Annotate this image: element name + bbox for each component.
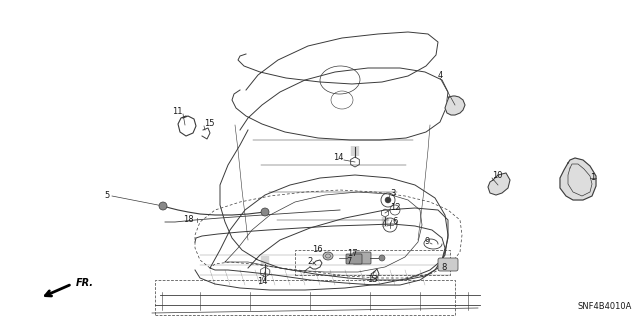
Text: 1: 1 [590, 174, 595, 182]
Text: 8: 8 [442, 263, 447, 272]
Bar [295, 250, 450, 275]
FancyBboxPatch shape [438, 258, 458, 271]
Bar [155, 280, 455, 315]
Ellipse shape [323, 252, 333, 260]
Text: 14: 14 [257, 278, 268, 286]
Text: 11: 11 [173, 108, 183, 116]
Text: 12: 12 [390, 204, 401, 212]
Text: 14: 14 [333, 153, 344, 162]
Text: 3: 3 [390, 189, 396, 197]
Text: 4: 4 [437, 71, 443, 80]
FancyBboxPatch shape [353, 252, 371, 264]
Text: FR.: FR. [76, 278, 94, 288]
Text: 7: 7 [347, 257, 352, 266]
Circle shape [379, 255, 385, 261]
Text: SNF4B4010A: SNF4B4010A [578, 302, 632, 311]
Circle shape [261, 208, 269, 216]
Polygon shape [445, 96, 465, 115]
Text: 17: 17 [348, 249, 358, 257]
Text: 5: 5 [105, 191, 110, 201]
Text: 2: 2 [308, 257, 313, 266]
Text: 9: 9 [425, 236, 430, 246]
Text: 16: 16 [312, 246, 323, 255]
Text: 6: 6 [392, 218, 397, 226]
Polygon shape [560, 158, 596, 200]
Text: 15: 15 [204, 120, 214, 129]
Text: 18: 18 [184, 216, 194, 225]
Circle shape [159, 202, 167, 210]
Text: 13: 13 [367, 276, 378, 285]
Polygon shape [488, 173, 510, 195]
Circle shape [385, 197, 391, 203]
Text: 10: 10 [492, 172, 502, 181]
FancyBboxPatch shape [346, 254, 362, 264]
